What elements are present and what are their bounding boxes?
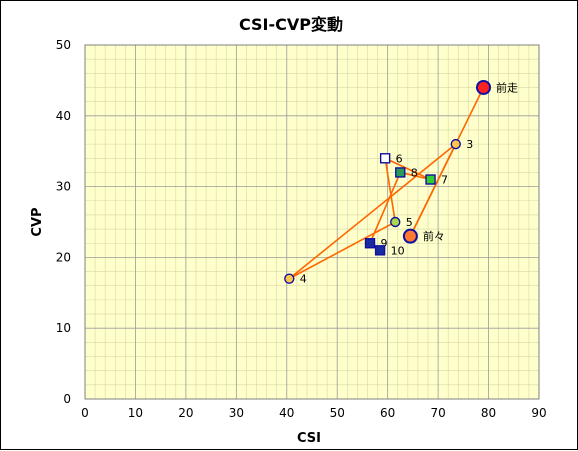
- y-tick-label: 50: [56, 38, 71, 52]
- grid-lines: [84, 44, 540, 400]
- chart-title: CSI-CVP変動: [239, 15, 343, 34]
- data-point-marker: [390, 216, 401, 228]
- y-tick-label: 40: [56, 109, 71, 123]
- x-tick-label: 40: [279, 406, 294, 420]
- data-point-label: 10: [391, 244, 405, 257]
- y-tick-label: 0: [63, 392, 71, 406]
- y-tick-label: 20: [56, 250, 71, 264]
- plot-area: [85, 45, 539, 399]
- data-point-label: 前走: [496, 80, 518, 94]
- x-tick-label: 50: [330, 406, 345, 420]
- x-tick-label: 0: [81, 406, 89, 420]
- series-segment: [409, 143, 457, 237]
- x-tick-label: 90: [531, 406, 546, 420]
- x-tick-label: 30: [229, 406, 244, 420]
- axes: 0 10 20 30 40 50 60 70 80 90 0 10 20 30 40 50: [56, 38, 547, 420]
- data-point-marker: [395, 167, 406, 178]
- data-point-label: 9: [381, 237, 388, 250]
- x-tick-label: 70: [430, 406, 445, 420]
- data-point-label: 8: [411, 166, 418, 179]
- data-point-label: 3: [466, 138, 473, 151]
- data-point-label: 6: [396, 152, 403, 165]
- y-tick-label: 10: [56, 321, 71, 335]
- data-point-marker: [450, 138, 461, 150]
- data-point-label: 5: [406, 216, 413, 229]
- series-segment: [288, 221, 396, 280]
- data-point-marker: [374, 245, 386, 256]
- data-point-label: 前々: [423, 229, 445, 243]
- data-point-marker: [476, 79, 492, 95]
- y-axis-title: CVP: [30, 207, 45, 236]
- x-axis-title: CSI: [297, 431, 321, 446]
- series-segment: [288, 143, 457, 280]
- series-segment: [384, 157, 431, 181]
- data-point-label: 4: [300, 273, 307, 286]
- series-segment: [369, 172, 402, 244]
- x-tick-label: 20: [178, 406, 193, 420]
- x-tick-label: 60: [380, 406, 395, 420]
- data-point-marker: [425, 174, 436, 185]
- x-tick-label: 80: [481, 406, 496, 420]
- data-point-label: 7: [441, 174, 448, 187]
- data-point-marker: [402, 228, 418, 244]
- data-point-marker: [284, 273, 295, 284]
- plot-border: [84, 44, 540, 400]
- series-segment: [384, 158, 397, 223]
- series-lines: [288, 87, 485, 280]
- data-point-marker: [379, 153, 391, 164]
- y-tick-label: 30: [56, 180, 71, 194]
- x-tick-label: 10: [128, 406, 143, 420]
- data-point-marker: [364, 238, 376, 249]
